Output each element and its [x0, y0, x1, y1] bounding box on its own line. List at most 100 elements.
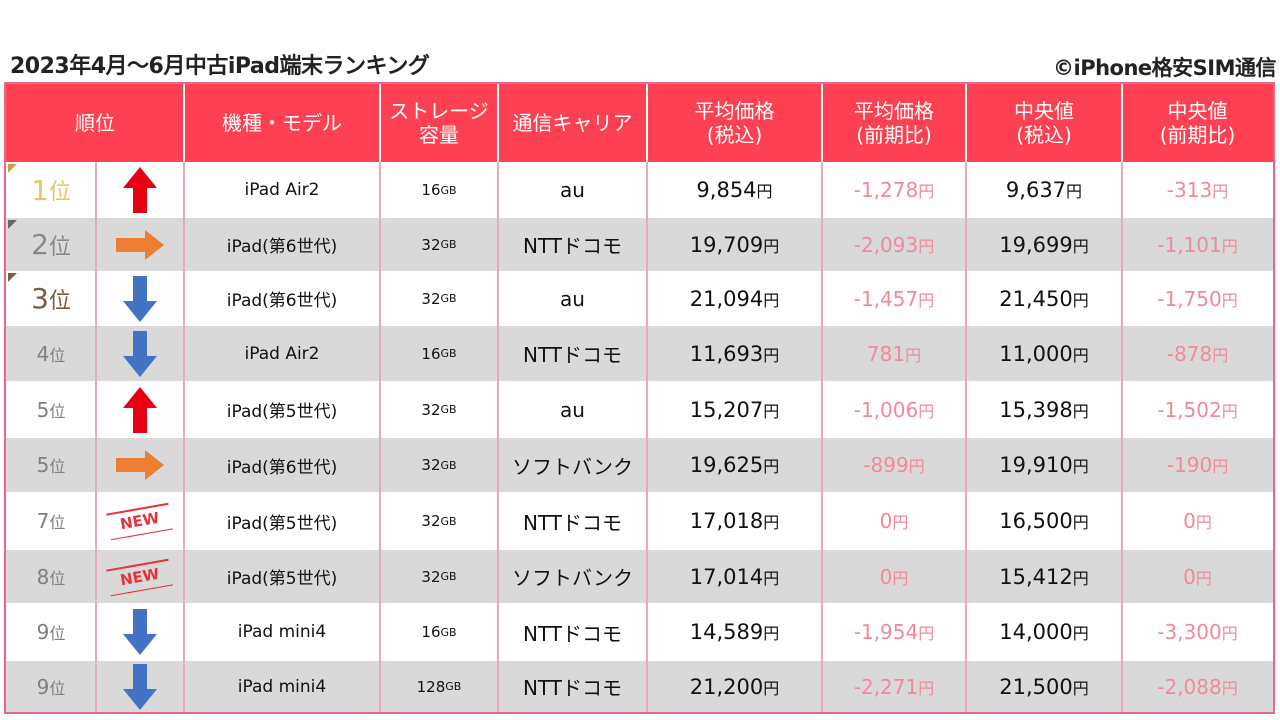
median-cell: 21,500 円	[966, 661, 1122, 712]
storage-unit: GB	[440, 458, 457, 472]
down-arrow-icon	[123, 275, 157, 322]
column-divider	[95, 438, 97, 492]
storage-value: 32	[421, 289, 441, 308]
avg-price-cell: 21,094 円	[647, 271, 822, 326]
median-value: 19,910	[999, 453, 1073, 477]
column-divider	[1121, 438, 1123, 492]
yen-unit: 円	[918, 182, 935, 201]
column-divider	[95, 661, 97, 712]
median-change-cell: -313 円	[1122, 162, 1273, 218]
yen-unit: 円	[1212, 182, 1229, 201]
model-cell: iPad(第5世代)	[184, 381, 380, 438]
column-divider	[965, 162, 967, 218]
yen-unit: 円	[763, 290, 780, 310]
rank-corner-mark	[8, 220, 17, 229]
yen-unit: 円	[1072, 568, 1089, 588]
new-badge: NEW	[115, 507, 165, 535]
yen-unit: 円	[1221, 401, 1238, 421]
column-divider	[965, 603, 967, 661]
table-row: 7 位 NEW iPad(第5世代) 32 GB NTTドコモ 17,018 円 0 円 16,500…	[6, 492, 1273, 550]
avg-change-value: -899	[863, 453, 909, 477]
column-divider	[183, 218, 185, 271]
yen-unit: 円	[1221, 290, 1238, 310]
column-divider	[95, 218, 97, 271]
avg-change-cell: -1,954 円	[822, 603, 966, 661]
column-divider	[646, 271, 648, 326]
median-change-value: -313	[1166, 178, 1213, 202]
avg-change-cell: -1,457 円	[822, 271, 966, 326]
column-divider	[497, 550, 499, 603]
model-cell: iPad(第5世代)	[184, 492, 380, 550]
column-divider	[1121, 661, 1123, 712]
storage-cell: 128 GB	[380, 661, 498, 712]
storage-cell: 32 GB	[380, 218, 498, 271]
column-divider	[1121, 162, 1123, 218]
table-row: 5 位 iPad(第6世代) 32 GB ソフトバンク 19,625 円 -899 円 19,910…	[6, 438, 1273, 492]
column-divider	[379, 271, 381, 326]
carrier-name: NTTドコモ	[522, 343, 623, 367]
column-divider	[965, 438, 967, 492]
column-divider	[646, 381, 648, 438]
column-divider	[821, 438, 823, 492]
rank-suffix: 位	[49, 457, 66, 476]
avg-price-cell: 19,625 円	[647, 438, 822, 492]
column-divider	[497, 661, 499, 712]
yen-unit: 円	[1066, 182, 1083, 201]
column-divider	[183, 661, 185, 712]
header-carrier: 通信キャリア	[512, 111, 633, 135]
column-divider	[379, 162, 381, 218]
column-divider	[1121, 381, 1123, 438]
right-arrow-icon	[116, 450, 164, 480]
median-value: 21,450	[999, 286, 1073, 311]
rank-number: 5	[36, 453, 50, 477]
yen-unit: 円	[1221, 236, 1238, 256]
right-arrow-icon	[116, 229, 164, 260]
trend-cell	[96, 271, 184, 326]
trend-cell	[96, 162, 184, 218]
storage-value: 16	[421, 623, 441, 641]
column-divider	[1121, 218, 1123, 271]
model-cell: iPad(第5世代)	[184, 550, 380, 603]
avg-change-cell: -1,278 円	[822, 162, 966, 218]
column-divider	[646, 550, 648, 603]
table-row: 8 位 NEW iPad(第5世代) 32 GB ソフトバンク 17,014 円 0 円 15,412…	[6, 550, 1273, 603]
trend-cell	[96, 218, 184, 271]
carrier-name: NTTドコモ	[522, 676, 623, 700]
carrier-name: au	[560, 397, 585, 422]
storage-unit: GB	[445, 680, 462, 693]
yen-unit: 円	[763, 345, 780, 365]
storage-unit: GB	[440, 183, 457, 197]
avg-change-cell: -2,271 円	[822, 661, 966, 712]
trend-cell: NEW	[96, 550, 184, 603]
ranking-table: 順位 機種・モデル ストレージ 容量 通信キャリア 平均価格 (税込) 平均価格…	[4, 82, 1275, 714]
storage-cell: 32 GB	[380, 381, 498, 438]
storage-cell: 16 GB	[380, 326, 498, 381]
storage-value: 16	[421, 344, 441, 363]
carrier-name: ソフトバンク	[512, 566, 633, 590]
rank-suffix: 位	[49, 624, 66, 643]
carrier-name: NTTドコモ	[522, 510, 623, 535]
storage-cell: 16 GB	[380, 162, 498, 218]
median-cell: 9,637 円	[966, 162, 1122, 218]
median-cell: 21,450 円	[966, 271, 1122, 326]
avg-price-value: 19,625	[689, 453, 764, 477]
avg-change-value: -1,954	[853, 620, 919, 644]
up-arrow-icon	[123, 167, 157, 213]
yen-unit: 円	[918, 290, 935, 310]
avg-change-value: -1,278	[853, 178, 919, 202]
column-divider	[965, 381, 967, 438]
carrier-cell: au	[498, 271, 647, 326]
rank-corner-mark	[8, 164, 17, 173]
column-divider	[646, 661, 648, 712]
carrier-name: ソフトバンク	[512, 454, 633, 479]
column-divider	[379, 603, 381, 661]
median-value: 11,000	[999, 341, 1073, 366]
column-divider	[95, 162, 97, 218]
column-divider	[1121, 326, 1123, 381]
column-divider	[497, 381, 499, 438]
